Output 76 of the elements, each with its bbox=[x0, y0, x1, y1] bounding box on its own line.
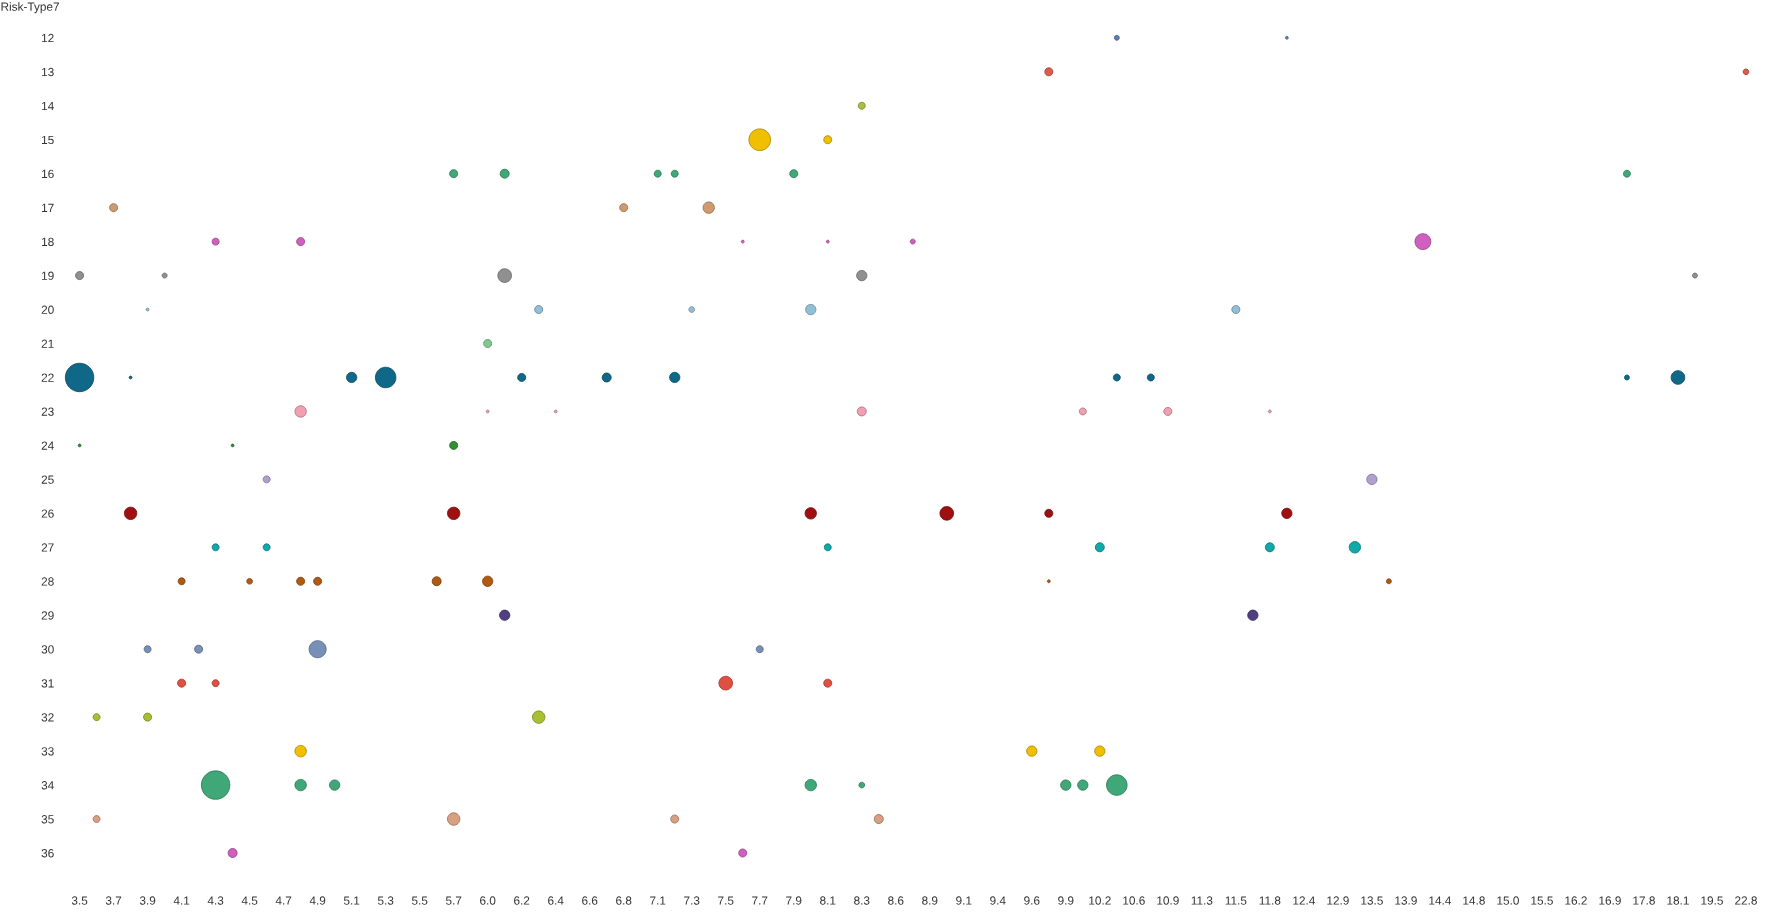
x-tick-label: 7.5 bbox=[718, 896, 734, 905]
y-tick-label: 35 bbox=[41, 815, 54, 824]
y-tick-label: 27 bbox=[41, 543, 54, 552]
y-tick-label: 29 bbox=[41, 611, 54, 620]
y-tick-label: 32 bbox=[41, 713, 54, 722]
x-tick-label: 22.8 bbox=[1735, 896, 1757, 905]
x-tick-label: 10.9 bbox=[1157, 896, 1179, 905]
x-tick-label: 8.9 bbox=[922, 896, 938, 905]
y-tick-label: 23 bbox=[41, 407, 54, 416]
x-tick-label: 14.4 bbox=[1429, 896, 1452, 905]
x-tick-label: 15.5 bbox=[1531, 896, 1553, 905]
y-tick-label: 30 bbox=[41, 645, 54, 654]
y-tick-label: 20 bbox=[41, 305, 54, 314]
x-tick-label: 3.9 bbox=[139, 896, 156, 905]
y-tick-label: 28 bbox=[41, 577, 54, 586]
y-tick-label: 22 bbox=[41, 373, 54, 382]
x-tick-label: 6.2 bbox=[514, 896, 530, 905]
x-tick-label: 4.7 bbox=[275, 896, 292, 905]
x-tick-label: 6.6 bbox=[582, 896, 598, 905]
x-tick-label: 16.2 bbox=[1565, 896, 1587, 905]
x-tick-label: 9.4 bbox=[990, 896, 1006, 905]
x-tick-label: 15.0 bbox=[1497, 896, 1519, 905]
x-tick-label: 7.1 bbox=[650, 896, 666, 905]
x-tick-label: 8.1 bbox=[820, 896, 836, 905]
y-tick-label: 13 bbox=[42, 67, 54, 77]
x-tick-label: 3.5 bbox=[71, 896, 88, 905]
y-tick-label: 25 bbox=[41, 475, 54, 484]
x-tick-label: 5.1 bbox=[343, 896, 360, 905]
y-tick-label: 15 bbox=[42, 135, 54, 145]
x-tick-label: 6.4 bbox=[548, 896, 564, 905]
y-tick-label: 18 bbox=[42, 237, 54, 247]
x-tick-label: 12.9 bbox=[1327, 896, 1349, 905]
x-tick-label: 11.8 bbox=[1259, 896, 1281, 905]
x-tick-label: 14.8 bbox=[1463, 896, 1485, 905]
x-tick-label: 10.2 bbox=[1089, 896, 1111, 905]
x-tick-label: 7.9 bbox=[786, 896, 802, 905]
y-tick-label: 31 bbox=[41, 679, 54, 688]
y-tick-label: 19 bbox=[42, 271, 54, 280]
x-tick-label: 17.8 bbox=[1633, 896, 1655, 905]
x-tick-label: 11.3 bbox=[1191, 896, 1213, 905]
x-tick-label: 13.9 bbox=[1395, 896, 1417, 905]
y-tick-label: 26 bbox=[41, 509, 54, 518]
x-tick-label: 4.3 bbox=[207, 896, 224, 905]
x-tick-label: 9.6 bbox=[1024, 896, 1040, 905]
x-tick-label: 13.5 bbox=[1361, 896, 1383, 905]
y-tick-label: 12 bbox=[42, 33, 54, 43]
x-tick-label: 3.7 bbox=[105, 896, 122, 905]
y-tick-label: 24 bbox=[41, 441, 54, 450]
x-tick-label: 8.3 bbox=[854, 896, 870, 905]
x-tick-label: 18.1 bbox=[1667, 896, 1689, 905]
x-tick-label: 5.3 bbox=[377, 896, 394, 905]
x-tick-label: 5.5 bbox=[411, 896, 428, 905]
y-tick-label: 16 bbox=[42, 169, 54, 179]
x-tick-label: 7.7 bbox=[752, 896, 768, 905]
x-tick-label: 12.4 bbox=[1293, 896, 1316, 905]
x-tick-label: 4.9 bbox=[309, 896, 326, 905]
x-tick-label: 4.5 bbox=[241, 896, 258, 905]
y-tick-label: 21 bbox=[41, 339, 54, 348]
x-tick-label: 10.6 bbox=[1123, 896, 1145, 905]
y-tick-label: 14 bbox=[42, 101, 54, 111]
y-axis-title: Risk-Type7 bbox=[1, 2, 59, 14]
x-tick-label: 16.9 bbox=[1599, 896, 1621, 905]
y-tick-label: 33 bbox=[41, 747, 54, 756]
y-tick-label: 34 bbox=[41, 781, 54, 790]
x-tick-label: 6.8 bbox=[616, 896, 632, 905]
x-tick-label: 7.3 bbox=[684, 896, 700, 905]
x-tick-label: 19.5 bbox=[1701, 896, 1723, 905]
x-tick-label: 9.1 bbox=[956, 896, 972, 905]
y-tick-label: 36 bbox=[41, 849, 54, 858]
x-tick-label: 6.0 bbox=[480, 896, 496, 905]
x-tick-label: 9.9 bbox=[1058, 896, 1074, 905]
y-tick-label: 17 bbox=[42, 203, 54, 212]
x-tick-label: 5.7 bbox=[445, 896, 462, 905]
x-tick-label: 8.6 bbox=[888, 896, 904, 905]
x-tick-label: 11.5 bbox=[1225, 896, 1247, 905]
x-tick-label: 4.1 bbox=[173, 896, 190, 905]
